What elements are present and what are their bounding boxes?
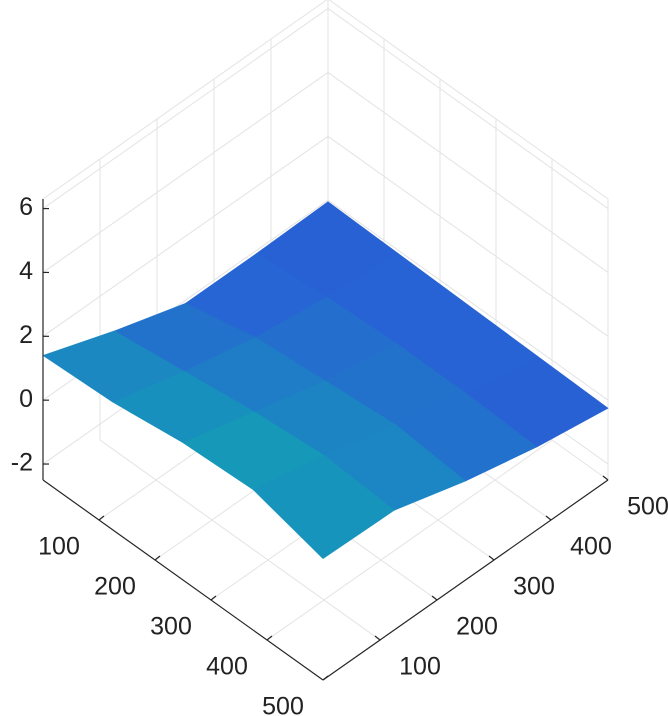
tick-mark bbox=[322, 675, 329, 681]
grid-line bbox=[327, 199, 609, 401]
tick-mark bbox=[154, 555, 161, 561]
grid-line bbox=[266, 439, 553, 641]
y-tick-label: 500 bbox=[627, 493, 668, 521]
grid-line bbox=[42, 72, 329, 273]
y-tick-label: 300 bbox=[513, 573, 555, 601]
x-axis bbox=[42, 479, 324, 681]
z-tick-label: 0 bbox=[19, 385, 33, 413]
grid-line bbox=[328, 0, 609, 200]
grid-line bbox=[42, 135, 329, 337]
y-axis bbox=[322, 479, 609, 681]
x-tick-label: 200 bbox=[94, 573, 136, 601]
z-tick-label: 6 bbox=[19, 193, 33, 221]
x-tick-label: 300 bbox=[150, 613, 192, 641]
tick-mark bbox=[545, 515, 552, 521]
x-tick-label: 100 bbox=[38, 533, 80, 561]
z-tick-label: 2 bbox=[19, 321, 33, 349]
tick-mark bbox=[266, 635, 273, 641]
y-tick-label: 100 bbox=[399, 653, 441, 681]
grid-line bbox=[327, 135, 609, 337]
tick-mark bbox=[374, 635, 381, 641]
tick-mark bbox=[98, 515, 105, 521]
tick-mark bbox=[431, 595, 438, 601]
tick-mark bbox=[210, 595, 217, 601]
z-tick-label: 4 bbox=[19, 257, 33, 285]
z-tick-label: -2 bbox=[11, 449, 33, 477]
grid-line bbox=[42, 0, 328, 200]
tick-mark bbox=[488, 555, 495, 561]
surface-patch bbox=[252, 455, 395, 560]
grid-line bbox=[42, 8, 329, 209]
grid-line bbox=[99, 439, 381, 641]
y-tick-label: 200 bbox=[456, 613, 498, 641]
grid-line bbox=[327, 72, 609, 273]
grid-line bbox=[327, 8, 609, 209]
x-tick-label: 500 bbox=[262, 693, 304, 716]
x-tick-label: 400 bbox=[206, 653, 248, 681]
tick-mark bbox=[602, 475, 609, 481]
y-tick-label: 400 bbox=[570, 533, 612, 561]
